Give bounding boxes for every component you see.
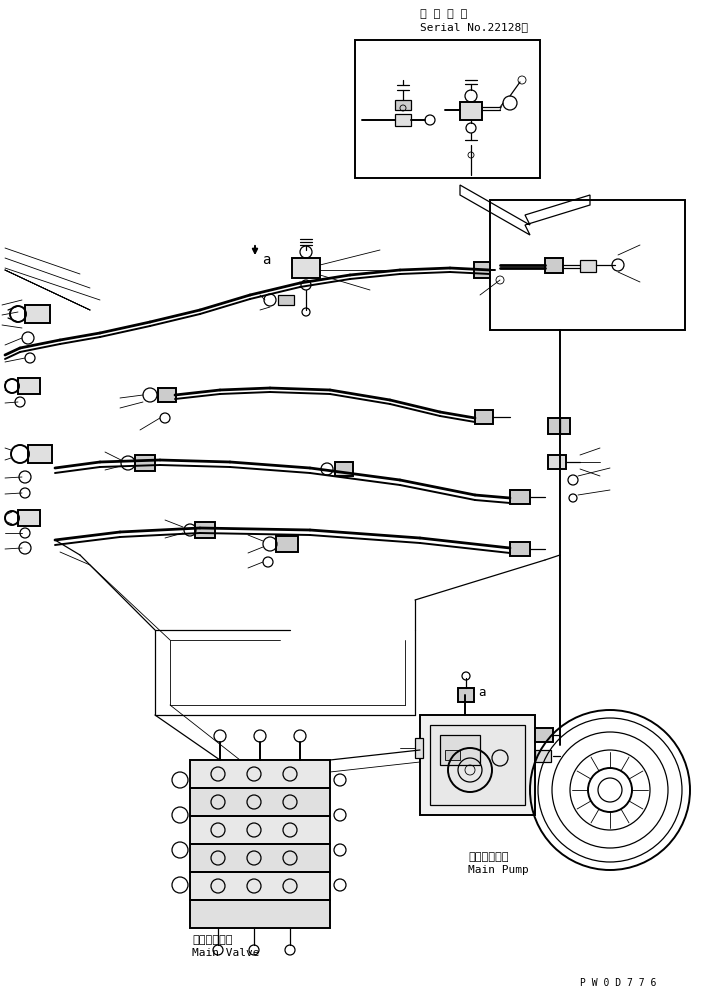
Bar bbox=[415, 738, 423, 758]
Bar bbox=[474, 262, 490, 278]
Bar bbox=[535, 728, 553, 742]
Bar bbox=[475, 410, 493, 424]
Bar bbox=[535, 750, 551, 762]
Bar bbox=[195, 522, 215, 538]
Bar bbox=[440, 735, 480, 765]
Text: Main Pump: Main Pump bbox=[468, 865, 529, 875]
Bar bbox=[190, 788, 330, 816]
Bar bbox=[190, 872, 330, 900]
Bar bbox=[25, 305, 50, 323]
Bar bbox=[545, 258, 563, 273]
Bar bbox=[460, 102, 482, 120]
Bar bbox=[276, 536, 298, 552]
Bar bbox=[458, 688, 474, 702]
Bar bbox=[278, 295, 294, 305]
Text: P W 0 D 7 7 6: P W 0 D 7 7 6 bbox=[580, 978, 656, 988]
Bar bbox=[490, 200, 685, 330]
Text: Main Valve: Main Valve bbox=[192, 948, 260, 958]
Bar bbox=[28, 445, 52, 463]
Text: a: a bbox=[478, 687, 486, 700]
Bar bbox=[355, 40, 540, 178]
Bar bbox=[158, 388, 176, 402]
Text: メインポンプ: メインポンプ bbox=[468, 852, 508, 862]
Polygon shape bbox=[460, 185, 590, 235]
Bar bbox=[292, 258, 320, 278]
Text: a: a bbox=[262, 253, 270, 267]
Bar bbox=[18, 378, 40, 394]
Text: Serial No.22128〜: Serial No.22128〜 bbox=[420, 22, 528, 32]
Bar bbox=[190, 844, 330, 872]
Bar bbox=[430, 725, 525, 805]
Bar bbox=[190, 816, 330, 844]
Bar bbox=[190, 760, 330, 788]
Bar bbox=[510, 490, 530, 504]
Bar bbox=[395, 114, 411, 126]
Bar bbox=[135, 455, 155, 471]
Bar bbox=[18, 510, 40, 526]
Circle shape bbox=[468, 152, 474, 158]
Text: 適 用 号 機: 適 用 号 機 bbox=[420, 9, 467, 19]
Bar bbox=[510, 542, 530, 556]
Bar bbox=[445, 750, 460, 760]
Bar bbox=[190, 900, 330, 928]
Bar bbox=[335, 462, 353, 476]
Text: メインバルブ: メインバルブ bbox=[192, 935, 232, 945]
Bar bbox=[580, 260, 596, 272]
Bar bbox=[395, 100, 411, 110]
Bar bbox=[548, 418, 570, 434]
Bar bbox=[548, 455, 566, 469]
Bar bbox=[420, 715, 535, 815]
